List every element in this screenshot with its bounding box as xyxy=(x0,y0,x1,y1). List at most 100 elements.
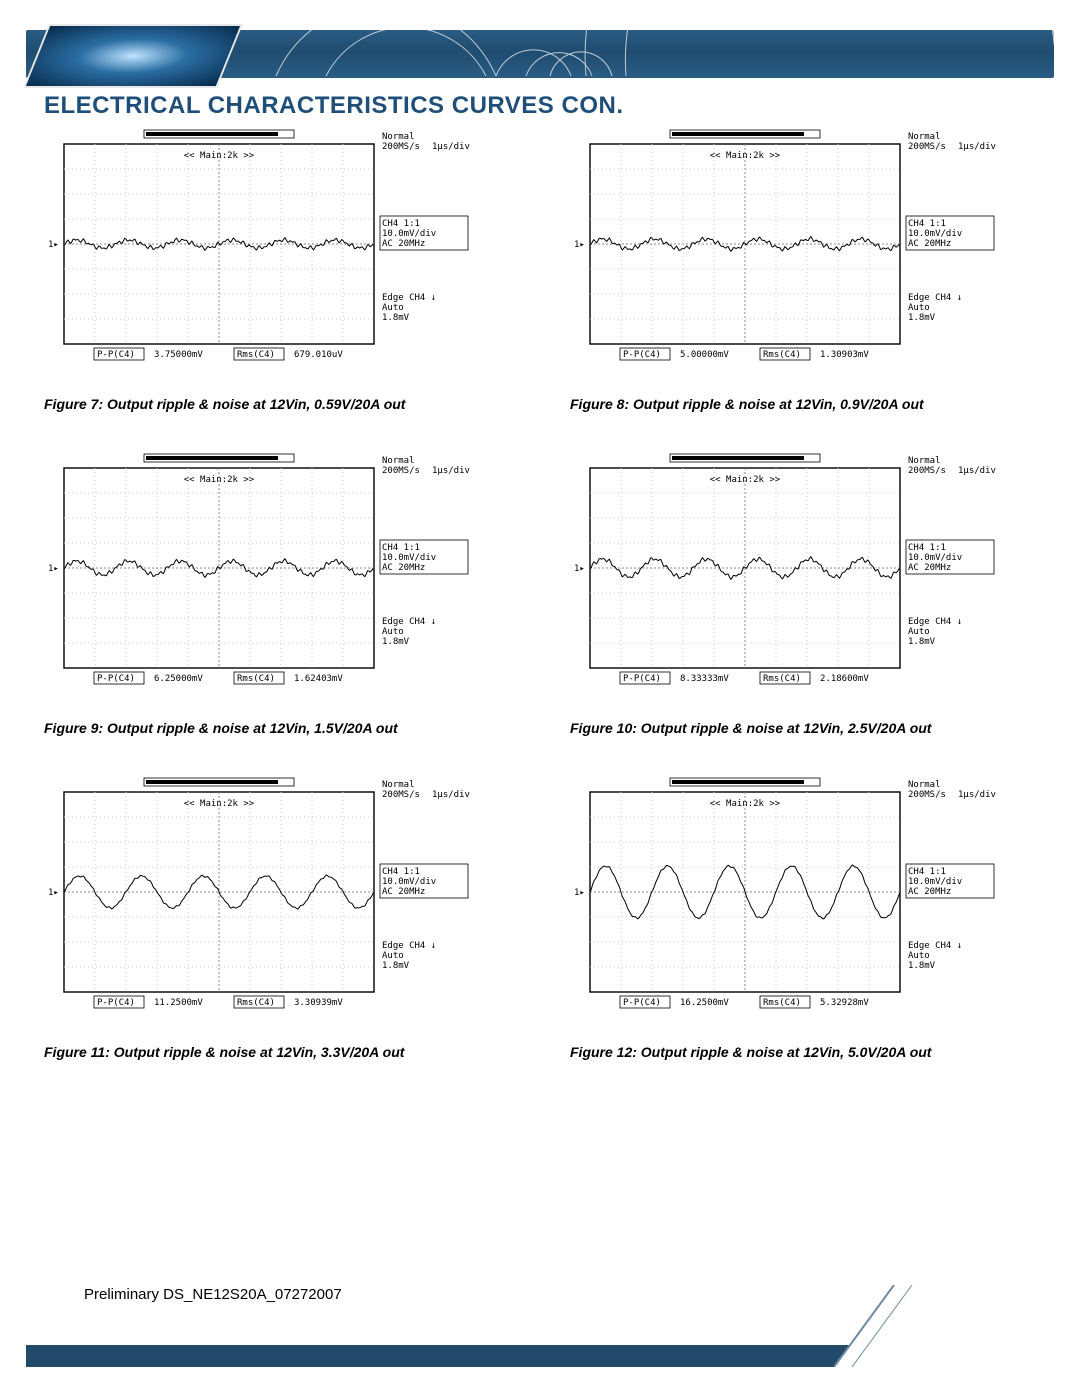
figure-caption-12: Figure 12: Output ripple & noise at 12Vi… xyxy=(570,1044,1000,1060)
svg-text:AC 20MHz: AC 20MHz xyxy=(382,239,425,249)
svg-text:Auto: Auto xyxy=(382,627,404,637)
svg-text:6.25000mV: 6.25000mV xyxy=(154,674,203,684)
svg-text:1▸: 1▸ xyxy=(574,888,585,898)
svg-text:Edge CH4 ↓: Edge CH4 ↓ xyxy=(382,293,436,303)
svg-text:200MS/s: 200MS/s xyxy=(908,790,946,800)
svg-text:P-P(C4): P-P(C4) xyxy=(623,998,661,1008)
svg-text:Edge CH4 ↓: Edge CH4 ↓ xyxy=(382,617,436,627)
svg-text:11.2500mV: 11.2500mV xyxy=(154,998,203,1008)
svg-text:1µs/div: 1µs/div xyxy=(432,142,470,152)
scope-7: Normal 200MS/s 1µs/div << Main:2k >> CH4… xyxy=(44,128,474,368)
svg-text:CH4 1:1: CH4 1:1 xyxy=(908,867,946,877)
svg-text:1µs/div: 1µs/div xyxy=(432,790,470,800)
svg-text:Normal: Normal xyxy=(908,780,941,790)
svg-text:<< Main:2k >>: << Main:2k >> xyxy=(710,151,781,161)
svg-text:Auto: Auto xyxy=(908,303,930,313)
svg-text:2.18600mV: 2.18600mV xyxy=(820,674,869,684)
figure-7: Normal 200MS/s 1µs/div << Main:2k >> CH4… xyxy=(44,128,474,412)
svg-text:1▸: 1▸ xyxy=(574,240,585,250)
figure-12: Normal 200MS/s 1µs/div << Main:2k >> CH4… xyxy=(570,776,1000,1060)
svg-text:<< Main:2k >>: << Main:2k >> xyxy=(184,475,255,485)
svg-text:1.8mV: 1.8mV xyxy=(382,637,410,647)
svg-text:1.8mV: 1.8mV xyxy=(382,313,410,323)
scope-9: Normal 200MS/s 1µs/div << Main:2k >> CH4… xyxy=(44,452,474,692)
svg-text:1.8mV: 1.8mV xyxy=(908,313,936,323)
svg-text:P-P(C4): P-P(C4) xyxy=(97,674,135,684)
svg-text:Auto: Auto xyxy=(382,303,404,313)
scope-10: Normal 200MS/s 1µs/div << Main:2k >> CH4… xyxy=(570,452,1000,692)
svg-text:200MS/s: 200MS/s xyxy=(908,142,946,152)
svg-text:1µs/div: 1µs/div xyxy=(958,142,996,152)
figure-grid: Normal 200MS/s 1µs/div << Main:2k >> CH4… xyxy=(44,128,1036,1060)
figure-caption-11: Figure 11: Output ripple & noise at 12Vi… xyxy=(44,1044,474,1060)
svg-text:200MS/s: 200MS/s xyxy=(382,466,420,476)
svg-text:CH4 1:1: CH4 1:1 xyxy=(382,867,420,877)
svg-text:P-P(C4): P-P(C4) xyxy=(97,998,135,1008)
svg-text:Normal: Normal xyxy=(908,456,941,466)
svg-text:10.0mV/div: 10.0mV/div xyxy=(908,877,962,887)
scope-11: Normal 200MS/s 1µs/div << Main:2k >> CH4… xyxy=(44,776,474,1016)
svg-text:1▸: 1▸ xyxy=(48,888,59,898)
svg-text:10.0mV/div: 10.0mV/div xyxy=(382,229,436,239)
figure-caption-7: Figure 7: Output ripple & noise at 12Vin… xyxy=(44,396,474,412)
svg-text:P-P(C4): P-P(C4) xyxy=(97,350,135,360)
svg-text:1.30903mV: 1.30903mV xyxy=(820,350,869,360)
svg-text:Edge CH4 ↓: Edge CH4 ↓ xyxy=(908,941,962,951)
page: ELECTRICAL CHARACTERISTICS CURVES CON. N… xyxy=(0,0,1080,1397)
svg-text:<< Main:2k >>: << Main:2k >> xyxy=(710,799,781,809)
svg-text:5.00000mV: 5.00000mV xyxy=(680,350,729,360)
svg-text:AC 20MHz: AC 20MHz xyxy=(382,563,425,573)
svg-text:5.32928mV: 5.32928mV xyxy=(820,998,869,1008)
svg-text:200MS/s: 200MS/s xyxy=(908,466,946,476)
svg-text:1µs/div: 1µs/div xyxy=(958,466,996,476)
svg-text:Rms(C4): Rms(C4) xyxy=(237,674,275,684)
scope-12: Normal 200MS/s 1µs/div << Main:2k >> CH4… xyxy=(570,776,1000,1016)
figure-8: Normal 200MS/s 1µs/div << Main:2k >> CH4… xyxy=(570,128,1000,412)
svg-text:3.75000mV: 3.75000mV xyxy=(154,350,203,360)
svg-text:AC 20MHz: AC 20MHz xyxy=(908,887,951,897)
svg-text:Rms(C4): Rms(C4) xyxy=(763,998,801,1008)
svg-text:8.33333mV: 8.33333mV xyxy=(680,674,729,684)
scope-8: Normal 200MS/s 1µs/div << Main:2k >> CH4… xyxy=(570,128,1000,368)
svg-text:Rms(C4): Rms(C4) xyxy=(763,350,801,360)
svg-text:AC 20MHz: AC 20MHz xyxy=(908,239,951,249)
footer-stripe xyxy=(26,1345,1054,1367)
svg-text:10.0mV/div: 10.0mV/div xyxy=(382,877,436,887)
svg-text:CH4 1:1: CH4 1:1 xyxy=(382,543,420,553)
svg-text:AC 20MHz: AC 20MHz xyxy=(908,563,951,573)
svg-text:Edge CH4 ↓: Edge CH4 ↓ xyxy=(908,293,962,303)
svg-text:P-P(C4): P-P(C4) xyxy=(623,674,661,684)
figure-caption-10: Figure 10: Output ripple & noise at 12Vi… xyxy=(570,720,1000,736)
svg-text:1▸: 1▸ xyxy=(48,240,59,250)
section-title: ELECTRICAL CHARACTERISTICS CURVES CON. xyxy=(44,92,623,120)
svg-text:Normal: Normal xyxy=(908,132,941,142)
svg-text:10.0mV/div: 10.0mV/div xyxy=(382,553,436,563)
svg-text:Normal: Normal xyxy=(382,456,415,466)
svg-text:Normal: Normal xyxy=(382,132,415,142)
svg-text:10.0mV/div: 10.0mV/div xyxy=(908,553,962,563)
svg-text:1▸: 1▸ xyxy=(574,564,585,574)
svg-text:1µs/div: 1µs/div xyxy=(432,466,470,476)
svg-text:<< Main:2k >>: << Main:2k >> xyxy=(184,799,255,809)
svg-text:CH4 1:1: CH4 1:1 xyxy=(382,219,420,229)
svg-text:Auto: Auto xyxy=(908,951,930,961)
svg-text:Rms(C4): Rms(C4) xyxy=(237,998,275,1008)
svg-text:Edge CH4 ↓: Edge CH4 ↓ xyxy=(382,941,436,951)
svg-text:<< Main:2k >>: << Main:2k >> xyxy=(710,475,781,485)
footer-doc-id: Preliminary DS_NE12S20A_07272007 xyxy=(84,1286,342,1303)
svg-text:200MS/s: 200MS/s xyxy=(382,142,420,152)
svg-text:1.8mV: 1.8mV xyxy=(382,961,410,971)
svg-text:1.8mV: 1.8mV xyxy=(908,637,936,647)
figure-11: Normal 200MS/s 1µs/div << Main:2k >> CH4… xyxy=(44,776,474,1060)
figure-caption-9: Figure 9: Output ripple & noise at 12Vin… xyxy=(44,720,474,736)
svg-text:<< Main:2k >>: << Main:2k >> xyxy=(184,151,255,161)
svg-text:Edge CH4 ↓: Edge CH4 ↓ xyxy=(908,617,962,627)
svg-text:1.62403mV: 1.62403mV xyxy=(294,674,343,684)
svg-text:CH4 1:1: CH4 1:1 xyxy=(908,219,946,229)
figure-caption-8: Figure 8: Output ripple & noise at 12Vin… xyxy=(570,396,1000,412)
header-banner xyxy=(26,30,1054,78)
svg-text:1.8mV: 1.8mV xyxy=(908,961,936,971)
footer-corner-cut xyxy=(834,1285,1054,1367)
figure-10: Normal 200MS/s 1µs/div << Main:2k >> CH4… xyxy=(570,452,1000,736)
svg-text:16.2500mV: 16.2500mV xyxy=(680,998,729,1008)
